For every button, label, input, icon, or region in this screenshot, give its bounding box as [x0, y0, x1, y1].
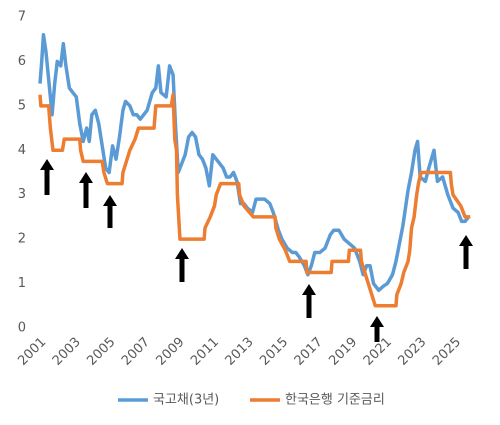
legend-label: 국고채(3년)	[153, 393, 219, 408]
x-tick-label: 2001	[15, 335, 49, 369]
y-tick-label: 2	[18, 232, 26, 247]
annotation-arrows	[40, 159, 473, 342]
x-tick-label: 2013	[223, 335, 257, 369]
arrow	[40, 159, 54, 195]
x-tick-label: 2003	[50, 335, 84, 369]
y-tick-label: 0	[18, 321, 26, 336]
y-tick-label: 1	[18, 276, 26, 291]
x-tick-label: 2015	[257, 335, 291, 369]
y-tick-label: 3	[18, 187, 26, 202]
y-tick-label: 7	[18, 10, 26, 25]
arrow	[370, 316, 384, 342]
series-line	[38, 33, 470, 292]
arrow	[103, 195, 117, 228]
arrow	[302, 284, 316, 318]
y-tick-label: 6	[18, 54, 26, 69]
arrow	[459, 235, 473, 269]
x-tick-label: 2025	[430, 335, 464, 369]
series-line	[38, 93, 471, 308]
legend-label: 한국은행 기준금리	[285, 392, 385, 408]
y-tick-label: 5	[18, 98, 26, 113]
x-tick-label: 2019	[326, 335, 360, 369]
x-tick-label: 2009	[154, 335, 188, 369]
x-tick-label: 2017	[292, 335, 326, 369]
x-tick-label: 2023	[395, 335, 429, 369]
x-tick-label: 2011	[188, 335, 222, 369]
x-tick-label: 2007	[119, 335, 153, 369]
x-tick-label: 2005	[84, 335, 118, 369]
y-tick-label: 4	[18, 143, 26, 158]
arrow	[79, 172, 93, 208]
arrow	[175, 248, 189, 282]
